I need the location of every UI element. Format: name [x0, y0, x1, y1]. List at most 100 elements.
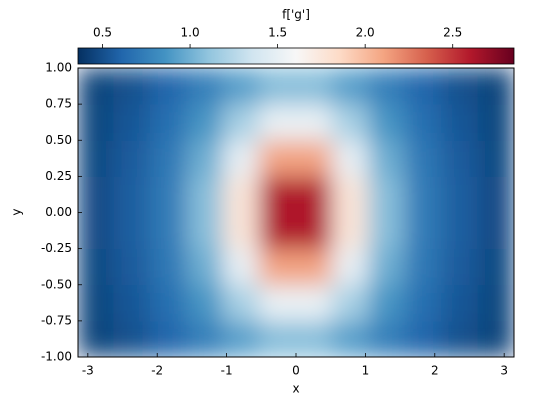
heat-cell	[259, 284, 297, 322]
heat-cell	[368, 68, 406, 105]
heat-cell	[222, 212, 261, 250]
heat-cell	[222, 248, 261, 286]
heat-cell	[368, 320, 406, 357]
y-tick-label: -0.25	[41, 241, 72, 255]
x-axis-label: x	[292, 382, 299, 396]
heat-cell	[150, 212, 188, 250]
heat-cell	[78, 139, 115, 177]
heat-cell	[404, 103, 442, 141]
heat-cell	[113, 320, 152, 357]
heat-cell	[78, 320, 115, 357]
heat-cell	[440, 320, 479, 357]
heat-cell	[259, 175, 297, 213]
heat-cell	[259, 212, 297, 250]
heat-cell	[477, 68, 514, 105]
heat-cell	[113, 139, 152, 177]
colorbar-tick-label: 1.5	[268, 26, 287, 40]
heat-cell	[331, 68, 370, 105]
heat-cell	[477, 284, 514, 322]
heat-cell	[150, 320, 188, 357]
heat-cell	[295, 103, 333, 141]
heat-cell	[404, 248, 442, 286]
heat-cell	[404, 68, 442, 105]
heat-cell	[186, 68, 224, 105]
heat-cell	[78, 103, 115, 141]
heat-cell	[150, 175, 188, 213]
heat-cell	[404, 175, 442, 213]
y-axis-label: y	[10, 208, 24, 215]
heat-cell	[186, 248, 224, 286]
colorbar-tick-label: 2.5	[443, 26, 462, 40]
heat-cell	[477, 175, 514, 213]
heat-cell	[259, 320, 297, 357]
heat-cell	[295, 212, 333, 250]
heat-cell	[295, 248, 333, 286]
heat-cell	[440, 175, 479, 213]
heat-cell	[295, 320, 333, 357]
heat-cell	[78, 175, 115, 213]
heat-cell	[295, 284, 333, 322]
y-tick-label: 0.50	[45, 133, 72, 147]
heat-cell	[186, 212, 224, 250]
heat-cell	[477, 320, 514, 357]
heat-cell	[368, 103, 406, 141]
y-tick-label: 0.75	[45, 97, 72, 111]
heat-cell	[222, 103, 261, 141]
y-tick-label: 1.00	[45, 61, 72, 75]
heat-cell	[113, 103, 152, 141]
heat-cell	[222, 320, 261, 357]
heat-cell	[78, 68, 115, 105]
heat-cell	[259, 139, 297, 177]
heat-cell	[150, 284, 188, 322]
heat-cell	[186, 320, 224, 357]
heat-cell	[113, 248, 152, 286]
heat-cell	[404, 212, 442, 250]
heat-cell	[295, 175, 333, 213]
x-tick-label: -2	[151, 364, 163, 378]
heat-cell	[78, 248, 115, 286]
heat-cell	[368, 175, 406, 213]
heat-cell	[78, 284, 115, 322]
heat-cell	[331, 248, 370, 286]
heat-cell	[404, 139, 442, 177]
heat-cell	[404, 320, 442, 357]
heat-cell	[331, 212, 370, 250]
heat-cell	[186, 284, 224, 322]
colorbar	[77, 47, 515, 65]
heat-cell	[113, 212, 152, 250]
heat-cell	[186, 103, 224, 141]
x-tick-label: 3	[500, 364, 508, 378]
heat-cell	[150, 68, 188, 105]
x-tick-label: 1	[362, 364, 370, 378]
heat-cell	[331, 139, 370, 177]
heat-cell	[440, 212, 479, 250]
heat-cell	[477, 248, 514, 286]
heat-cell	[259, 103, 297, 141]
y-tick-label: 0.25	[45, 169, 72, 183]
heat-cell	[477, 212, 514, 250]
heat-cell	[295, 139, 333, 177]
heat-cell	[186, 175, 224, 213]
heat-cell	[222, 68, 261, 105]
heat-cell	[331, 320, 370, 357]
heat-cell	[368, 212, 406, 250]
heat-cell	[259, 68, 297, 105]
heat-cell	[113, 68, 152, 105]
x-tick-label: 0	[292, 364, 300, 378]
heat-cell	[186, 139, 224, 177]
heat-cell	[295, 68, 333, 105]
heat-cell	[440, 139, 479, 177]
heat-cell	[331, 103, 370, 141]
heat-cell	[222, 139, 261, 177]
heat-cell	[113, 284, 152, 322]
heat-cell	[113, 175, 152, 213]
colorbar-tick-label: 1.0	[181, 26, 200, 40]
y-tick-label: -0.75	[41, 313, 72, 327]
heatmap	[78, 68, 514, 357]
heat-cell	[78, 212, 115, 250]
colorbar-label: f['g']	[282, 8, 310, 22]
heat-cell	[477, 139, 514, 177]
x-tick-label: -3	[82, 364, 94, 378]
colorbar-tick-label: 0.5	[93, 26, 112, 40]
